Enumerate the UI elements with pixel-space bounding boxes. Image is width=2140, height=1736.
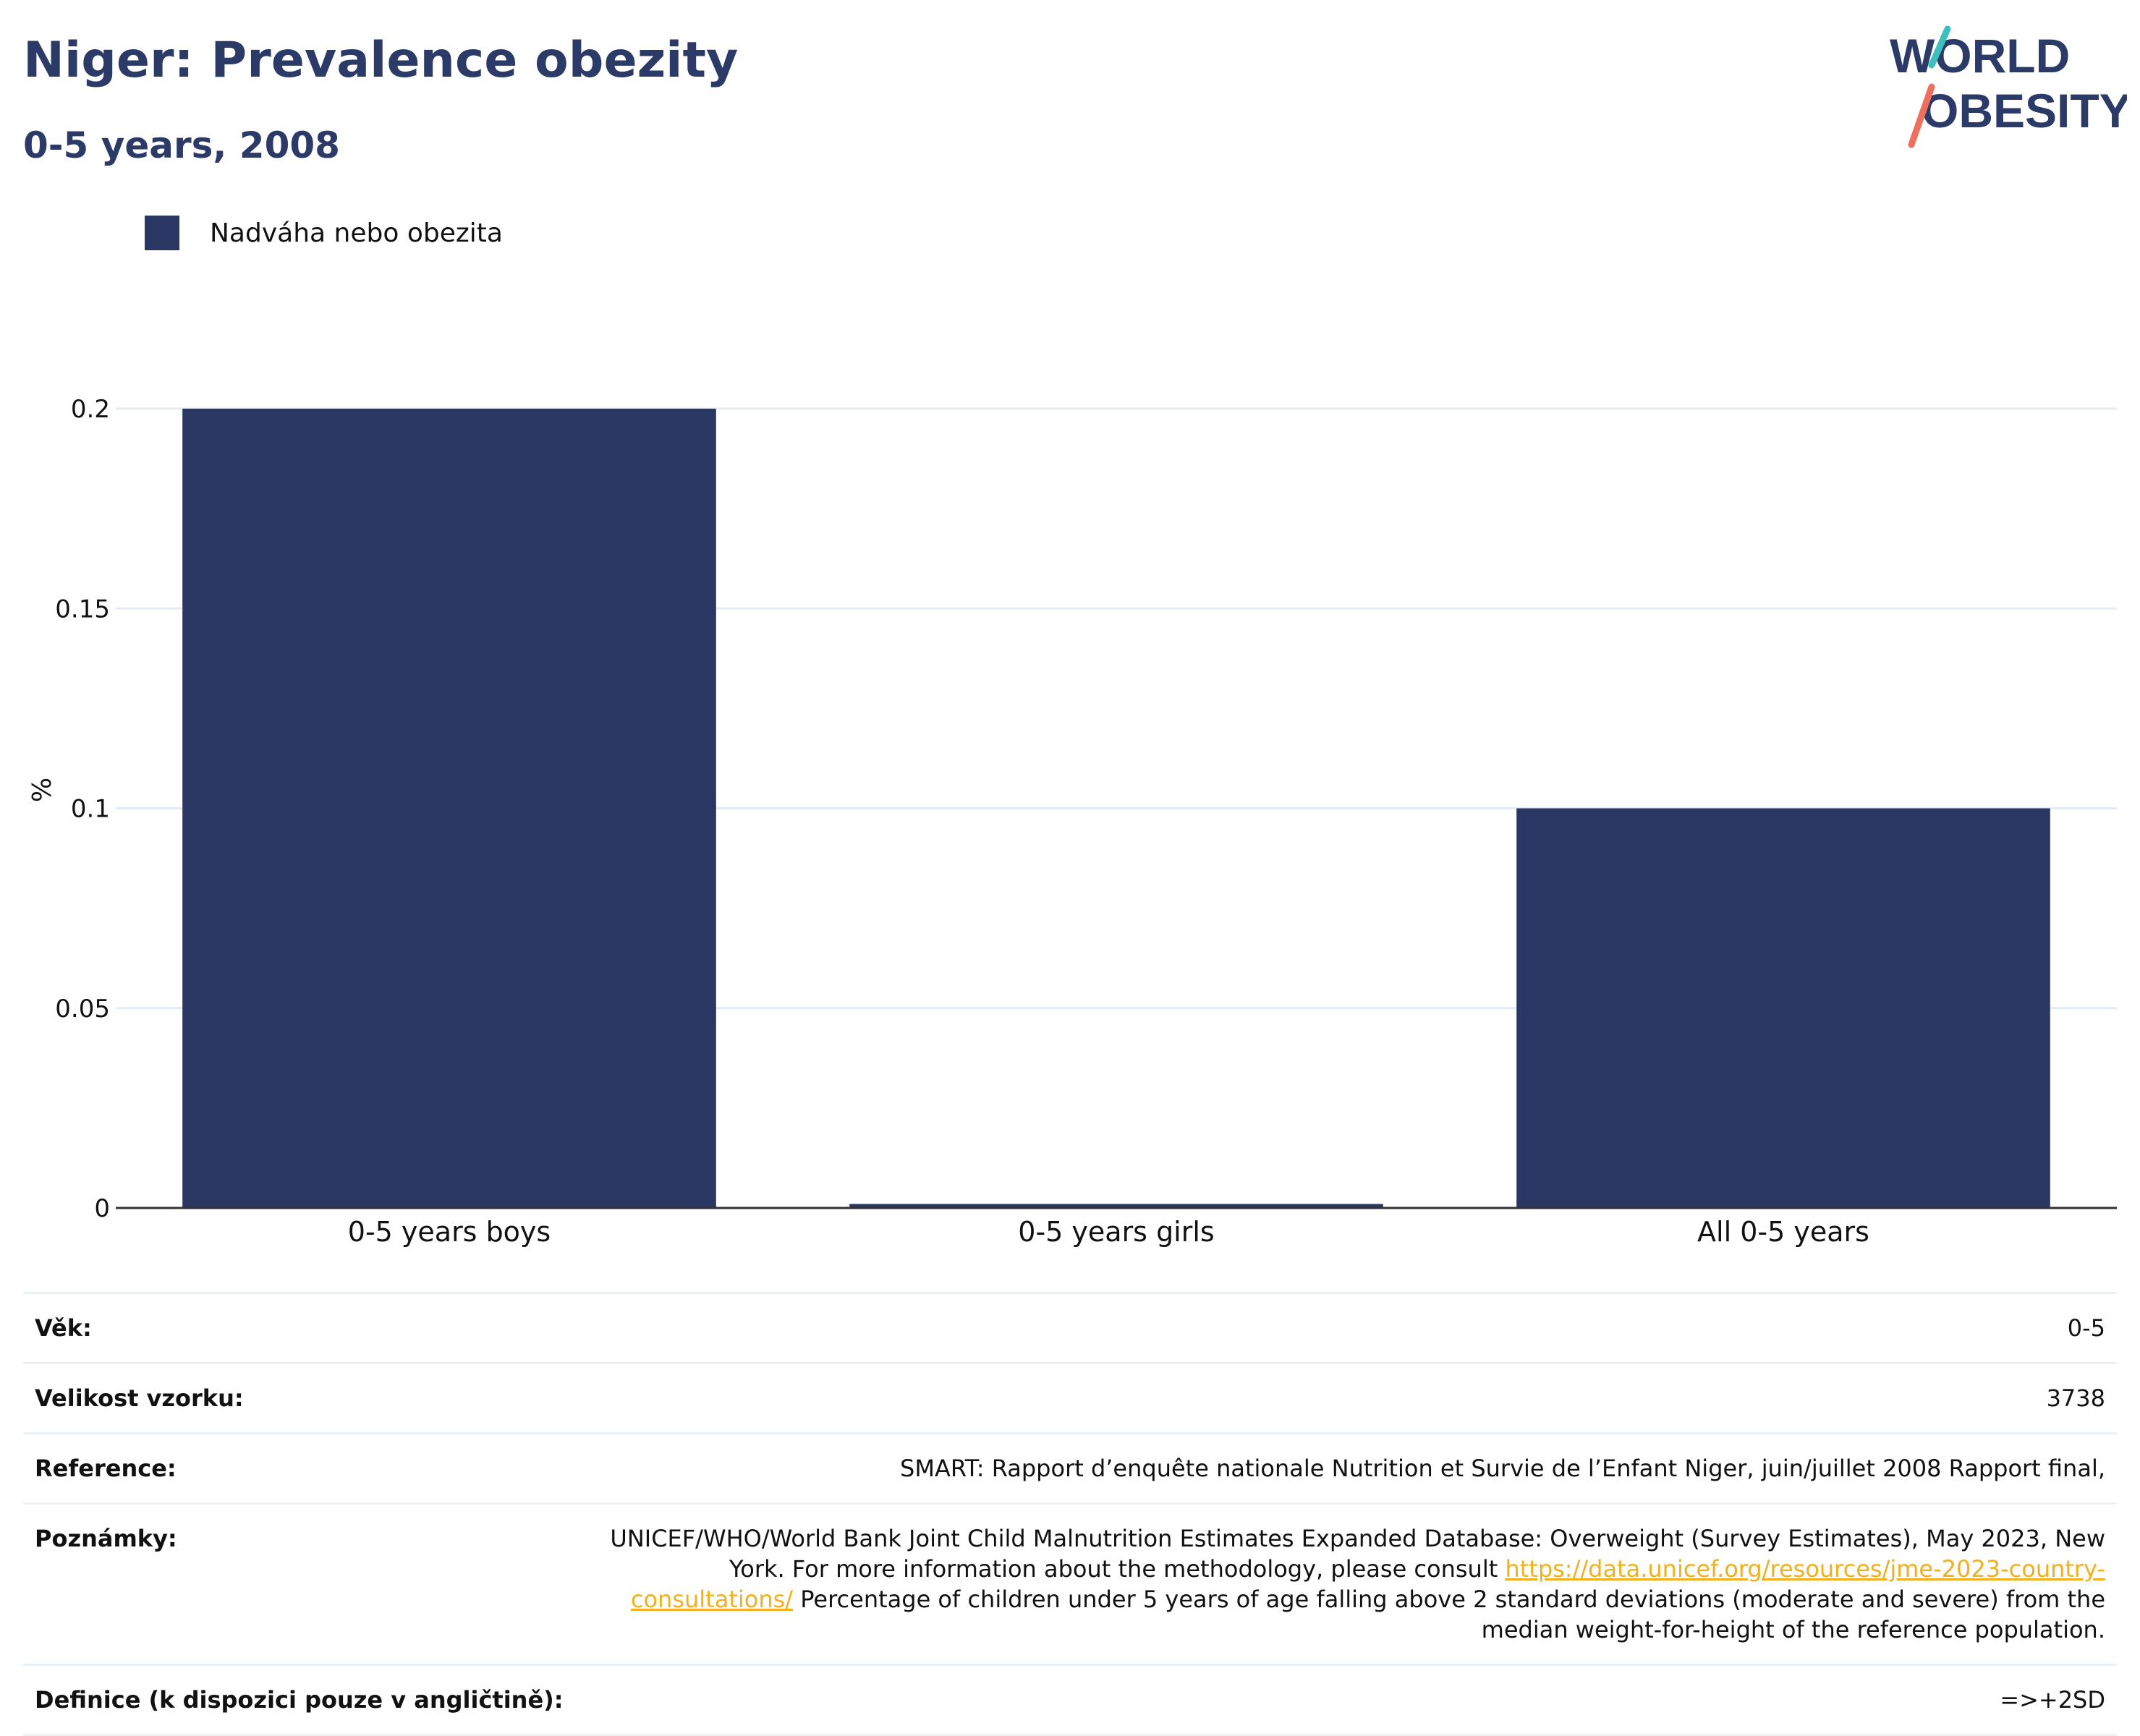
methodology-link[interactable]: https://data.unicef.org/resources/jme-20… [630, 1555, 2105, 1613]
logo-slash-coral [1908, 83, 1935, 148]
y-tick-label: 0.1 [71, 795, 110, 824]
definition-label: Definice (k dispozici pouze v angličtině… [23, 1664, 575, 1736]
bar[interactable] [849, 1204, 1383, 1208]
x-tick-label: All 0-5 years [1697, 1216, 1869, 1248]
info-table: Věk: 0-5 Velikost vzorku: 3738 Reference… [23, 1292, 2117, 1736]
reference-value: SMART: Rapport d’enquête nationale Nutri… [574, 1432, 2117, 1505]
page-subtitle: 0-5 years, 2008 [23, 124, 340, 166]
bar[interactable] [1516, 808, 2050, 1209]
legend-label: Nadváha nebo obezita [210, 218, 503, 248]
legend-swatch [145, 216, 179, 250]
sample-size-label: Velikost vzorku: [23, 1362, 575, 1434]
definition-value: =>+2SD [574, 1664, 2117, 1736]
y-tick-label: 0 [94, 1194, 110, 1223]
world-obesity-logo: WORLD OBESITY [1890, 25, 2127, 148]
x-tick-label: 0-5 years boys [348, 1216, 551, 1248]
notes-label: Poznámky: [23, 1502, 575, 1666]
x-tick-label: 0-5 years girls [1018, 1216, 1214, 1248]
sample-size-value: 3738 [574, 1362, 2117, 1434]
x-axis-ticks: 0-5 years boys 0-5 years girls All 0-5 yea… [348, 1216, 1869, 1248]
info-row-age: Věk: 0-5 [23, 1292, 2117, 1364]
notes-text: UNICEF/WHO/World Bank Joint Child Malnut… [610, 1525, 2105, 1583]
logo-word-obesity: OBESITY [1922, 84, 2127, 137]
y-axis-label: % [27, 778, 57, 802]
info-row-notes: Poznámky: UNICEF/WHO/World Bank Joint Ch… [23, 1502, 2117, 1666]
info-row-sample: Velikost vzorku: 3738 [23, 1362, 2117, 1434]
y-tick-label: 0.15 [55, 595, 110, 624]
logo-word-world: WORLD [1890, 29, 2070, 82]
bar-chart: 00.050.10.150.2 0-5 years boys 0-5 years … [27, 395, 2117, 1248]
notes-value: UNICEF/WHO/World Bank Joint Child Malnut… [574, 1502, 2117, 1666]
chart-legend[interactable]: Nadváha nebo obezita [145, 216, 503, 250]
y-tick-label: 0.05 [55, 995, 110, 1024]
info-row-reference: Reference: SMART: Rapport d’enquête nati… [23, 1432, 2117, 1505]
page-title: Niger: Prevalence obezity [23, 32, 739, 89]
info-row-definition: Definice (k dispozici pouze v angličtině… [23, 1664, 2117, 1736]
bar[interactable] [182, 409, 716, 1208]
logo-slash-teal [1928, 25, 1951, 69]
notes-text-continued: Percentage of children under 5 years of … [793, 1586, 2105, 1643]
reference-label: Reference: [23, 1432, 575, 1505]
y-axis-ticks: 0 0.05 0.1 0.15 0.2 [55, 395, 110, 1223]
chart-bars [182, 409, 2050, 1208]
age-label: Věk: [23, 1292, 575, 1364]
age-value: 0-5 [574, 1292, 2117, 1364]
y-tick-label: 0.2 [71, 395, 110, 424]
